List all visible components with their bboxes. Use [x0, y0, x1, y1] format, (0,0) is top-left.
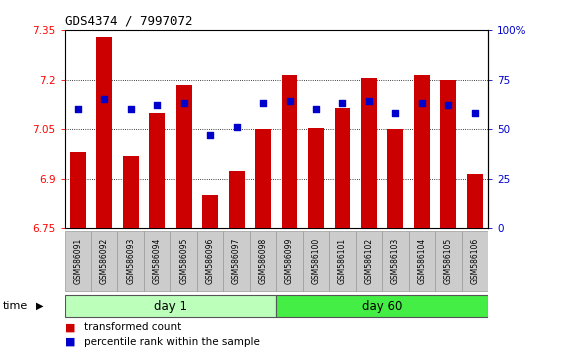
Point — [232, 124, 241, 130]
Bar — [440, 80, 456, 228]
Text: GSM586099: GSM586099 — [285, 238, 294, 284]
Text: GSM586105: GSM586105 — [444, 238, 453, 284]
FancyBboxPatch shape — [91, 232, 117, 291]
Bar — [149, 113, 165, 228]
FancyBboxPatch shape — [65, 295, 276, 318]
FancyBboxPatch shape — [65, 232, 91, 291]
Text: GSM586098: GSM586098 — [259, 238, 268, 284]
Text: GSM586092: GSM586092 — [100, 238, 109, 284]
Point — [311, 107, 320, 112]
Point — [444, 103, 453, 108]
Text: GSM586106: GSM586106 — [470, 238, 479, 284]
Text: ■: ■ — [65, 322, 75, 332]
Bar — [467, 174, 483, 228]
FancyBboxPatch shape — [144, 232, 171, 291]
Bar — [96, 37, 112, 228]
Text: GSM586094: GSM586094 — [153, 238, 162, 284]
Bar — [388, 129, 403, 228]
Text: GSM586091: GSM586091 — [73, 238, 82, 284]
FancyBboxPatch shape — [329, 232, 356, 291]
FancyBboxPatch shape — [276, 232, 303, 291]
Point — [417, 101, 426, 106]
Text: transformed count: transformed count — [84, 322, 181, 332]
FancyBboxPatch shape — [171, 232, 197, 291]
FancyBboxPatch shape — [250, 232, 276, 291]
Text: day 60: day 60 — [362, 300, 402, 313]
Bar — [202, 195, 218, 228]
Point — [153, 103, 162, 108]
Bar — [308, 127, 324, 228]
Text: day 1: day 1 — [154, 300, 187, 313]
Point — [285, 99, 294, 104]
Bar — [282, 75, 297, 228]
Point — [126, 107, 135, 112]
Bar — [70, 152, 86, 228]
FancyBboxPatch shape — [356, 232, 382, 291]
Bar — [229, 171, 245, 228]
Bar — [255, 129, 271, 228]
FancyBboxPatch shape — [408, 232, 435, 291]
Text: GSM586093: GSM586093 — [126, 238, 135, 284]
Point — [73, 107, 82, 112]
Point — [100, 97, 109, 102]
Text: GSM586100: GSM586100 — [311, 238, 320, 284]
Text: GSM586104: GSM586104 — [417, 238, 426, 284]
FancyBboxPatch shape — [276, 295, 488, 318]
Text: ▶: ▶ — [36, 301, 44, 311]
FancyBboxPatch shape — [435, 232, 462, 291]
Bar — [176, 85, 191, 228]
Text: GDS4374 / 7997072: GDS4374 / 7997072 — [65, 14, 192, 27]
FancyBboxPatch shape — [303, 232, 329, 291]
Text: ■: ■ — [65, 337, 75, 347]
Point — [206, 132, 215, 138]
FancyBboxPatch shape — [197, 232, 223, 291]
Text: GSM586103: GSM586103 — [391, 238, 400, 284]
Point — [179, 101, 188, 106]
FancyBboxPatch shape — [223, 232, 250, 291]
Bar — [414, 75, 430, 228]
FancyBboxPatch shape — [462, 232, 488, 291]
Bar — [123, 156, 139, 228]
Text: GSM586102: GSM586102 — [365, 238, 374, 284]
Bar — [334, 108, 351, 228]
Text: GSM586095: GSM586095 — [179, 238, 188, 284]
Point — [470, 110, 479, 116]
FancyBboxPatch shape — [117, 232, 144, 291]
Text: percentile rank within the sample: percentile rank within the sample — [84, 337, 260, 347]
Point — [338, 101, 347, 106]
Text: GSM586101: GSM586101 — [338, 238, 347, 284]
Point — [259, 101, 268, 106]
Bar — [361, 78, 377, 228]
Text: GSM586096: GSM586096 — [206, 238, 215, 284]
Text: time: time — [3, 301, 28, 311]
Point — [391, 110, 400, 116]
Text: GSM586097: GSM586097 — [232, 238, 241, 284]
Point — [365, 99, 374, 104]
FancyBboxPatch shape — [382, 232, 408, 291]
